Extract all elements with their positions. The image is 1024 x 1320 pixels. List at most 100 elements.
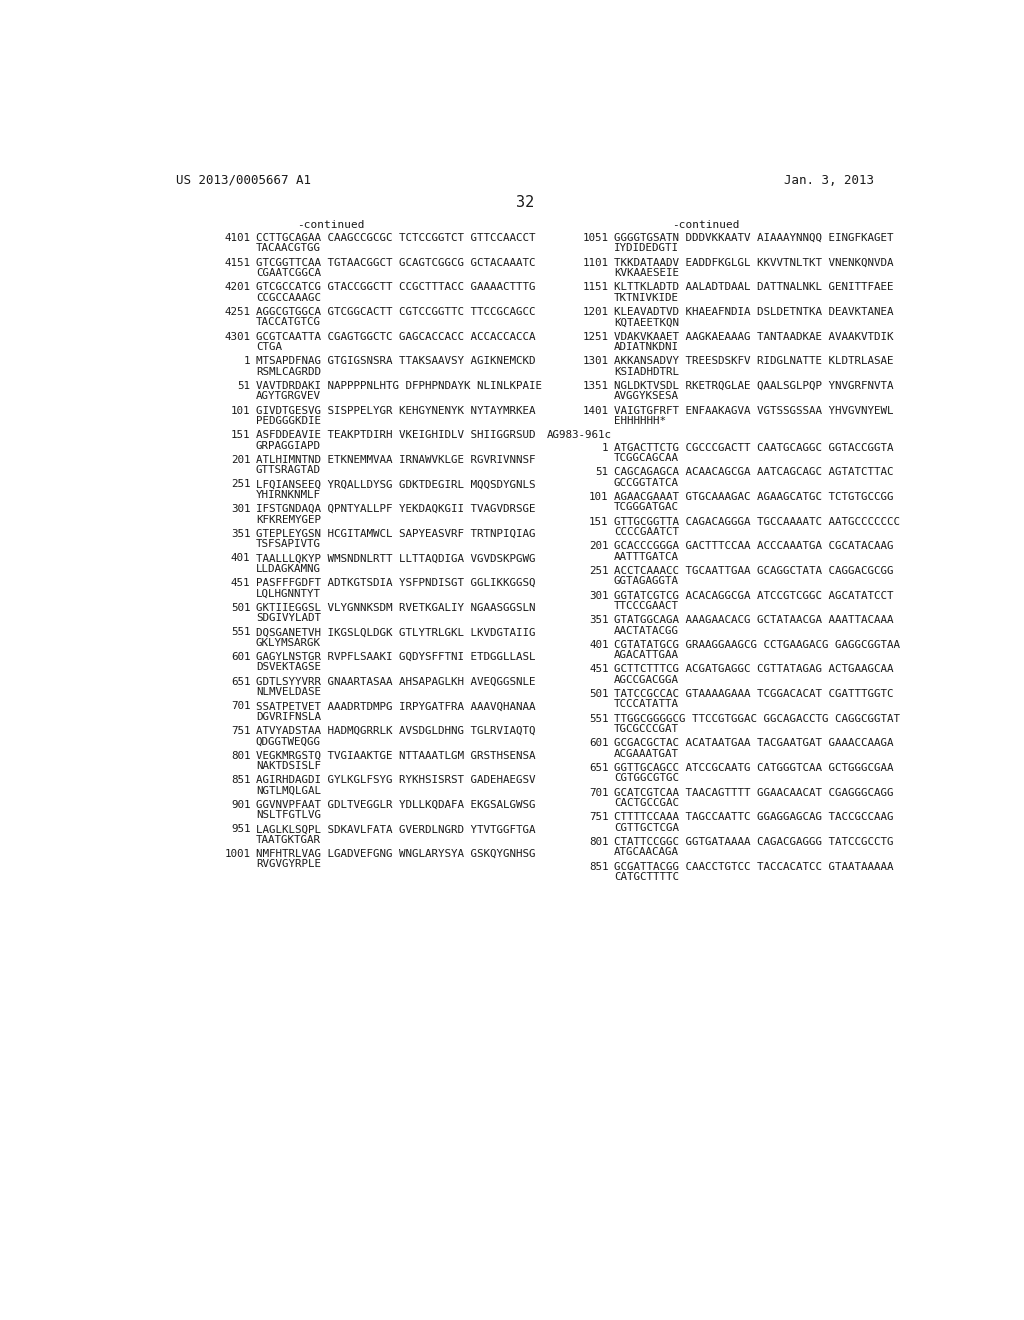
Text: 851: 851: [589, 862, 608, 871]
Text: 751: 751: [231, 726, 251, 735]
Text: 1: 1: [244, 356, 251, 366]
Text: NAKTDSISLF: NAKTDSISLF: [256, 760, 321, 771]
Text: GKLYMSARGK: GKLYMSARGK: [256, 638, 321, 648]
Text: LFQIANSEEQ YRQALLDYSG GDKTDEGIRL MQQSDYGNLS: LFQIANSEEQ YRQALLDYSG GDKTDEGIRL MQQSDYG…: [256, 479, 536, 490]
Text: ATGACTTCTG CGCCCGACTT CAATGCAGGC GGTACCGGTA: ATGACTTCTG CGCCCGACTT CAATGCAGGC GGTACCG…: [614, 442, 893, 453]
Text: 251: 251: [231, 479, 251, 490]
Text: 1101: 1101: [583, 257, 608, 268]
Text: GIVDTGESVG SISPPELYGR KEHGYNENYK NYTAYMRKEA: GIVDTGESVG SISPPELYGR KEHGYNENYK NYTAYMR…: [256, 405, 536, 416]
Text: 701: 701: [589, 788, 608, 797]
Text: NMFHTRLVAG LGADVEFGNG WNGLARYSYA GSKQYGNHSG: NMFHTRLVAG LGADVEFGNG WNGLARYSYA GSKQYGN…: [256, 849, 536, 859]
Text: RVGVGYRPLE: RVGVGYRPLE: [256, 859, 321, 870]
Text: TGCGCCCGAT: TGCGCCCGAT: [614, 725, 679, 734]
Text: QDGGTWEQGG: QDGGTWEQGG: [256, 737, 321, 746]
Text: LQLHGNNTYT: LQLHGNNTYT: [256, 589, 321, 598]
Text: 901: 901: [231, 800, 251, 809]
Text: DQSGANETVH IKGSLQLDGK GTLYTRLGKL LKVDGTAIIG: DQSGANETVH IKGSLQLDGK GTLYTRLGKL LKVDGTA…: [256, 627, 536, 638]
Text: CGTTGCTCGA: CGTTGCTCGA: [614, 822, 679, 833]
Text: KQTAEETKQN: KQTAEETKQN: [614, 317, 679, 327]
Text: TATCCGCCAC GTAAAAGAAA TCGGACACAT CGATTTGGTC: TATCCGCCAC GTAAAAGAAA TCGGACACAT CGATTTG…: [614, 689, 893, 700]
Text: 651: 651: [231, 677, 251, 686]
Text: -continued: -continued: [297, 220, 365, 230]
Text: TAATGKTGAR: TAATGKTGAR: [256, 834, 321, 845]
Text: NGLDKTVSDL RKETRQGLAE QAALSGLPQP YNVGRFNVTA: NGLDKTVSDL RKETRQGLAE QAALSGLPQP YNVGRFN…: [614, 381, 893, 391]
Text: IYDIDEDGTI: IYDIDEDGTI: [614, 243, 679, 253]
Text: 1301: 1301: [583, 356, 608, 366]
Text: GRPAGGIAPD: GRPAGGIAPD: [256, 441, 321, 450]
Text: 1201: 1201: [583, 308, 608, 317]
Text: GCGATTACGG CAACCTGTCC TACCACATCC GTAATAAAAA: GCGATTACGG CAACCTGTCC TACCACATCC GTAATAA…: [614, 862, 893, 871]
Text: TAALLLQKYP WMSNDNLRTT LLTTAQDIGA VGVDSKPGWG: TAALLLQKYP WMSNDNLRTT LLTTAQDIGA VGVDSKP…: [256, 553, 536, 564]
Text: EHHHHHH*: EHHHHHH*: [614, 416, 666, 426]
Text: VAIGTGFRFT ENFAAKAGVA VGTSSGSSAA YHVGVNYEWL: VAIGTGFRFT ENFAAKAGVA VGTSSGSSAA YHVGVNY…: [614, 405, 893, 416]
Text: GGTAGAGGTA: GGTAGAGGTA: [614, 577, 679, 586]
Text: GTTGCGGTTA CAGACAGGGA TGCCAAAATC AATGCCCCCCC: GTTGCGGTTA CAGACAGGGA TGCCAAAATC AATGCCC…: [614, 516, 900, 527]
Text: 201: 201: [589, 541, 608, 552]
Text: GCATCGTCAA TAACAGTTTT GGAACAACAT CGAGGGCAGG: GCATCGTCAA TAACAGTTTT GGAACAACAT CGAGGGC…: [614, 788, 893, 797]
Text: 4101: 4101: [224, 234, 251, 243]
Text: GCTTCTTTCG ACGATGAGGC CGTTATAGAG ACTGAAGCAA: GCTTCTTTCG ACGATGAGGC CGTTATAGAG ACTGAAG…: [614, 664, 893, 675]
Text: 801: 801: [231, 751, 251, 760]
Text: NSLTFGTLVG: NSLTFGTLVG: [256, 810, 321, 820]
Text: 401: 401: [589, 640, 608, 649]
Text: AKKANSADVY TREESDSKFV RIDGLNATTE KLDTRLASAE: AKKANSADVY TREESDSKFV RIDGLNATTE KLDTRLA…: [614, 356, 893, 366]
Text: CACTGCCGAC: CACTGCCGAC: [614, 799, 679, 808]
Text: 551: 551: [589, 714, 608, 723]
Text: -continued: -continued: [672, 220, 739, 230]
Text: NGTLMQLGAL: NGTLMQLGAL: [256, 785, 321, 796]
Text: 301: 301: [231, 504, 251, 513]
Text: PASFFFGDFT ADTKGTSDIA YSFPNDISGT GGLIKKGGSQ: PASFFFGDFT ADTKGTSDIA YSFPNDISGT GGLIKKG…: [256, 578, 536, 587]
Text: KVKAAESEIE: KVKAAESEIE: [614, 268, 679, 279]
Text: 701: 701: [231, 701, 251, 711]
Text: 4251: 4251: [224, 308, 251, 317]
Text: VEGKMRGSTQ TVGIAAKTGE NTTAAATLGM GRSTHSENSA: VEGKMRGSTQ TVGIAAKTGE NTTAAATLGM GRSTHSE…: [256, 751, 536, 760]
Text: 451: 451: [589, 664, 608, 675]
Text: ATVYADSTAA HADMQGRRLK AVSDGLDHNG TGLRVIAQTQ: ATVYADSTAA HADMQGRRLK AVSDGLDHNG TGLRVIA…: [256, 726, 536, 735]
Text: GDTLSYYVRR GNAARTASAA AHSAPAGLKH AVEQGGSNLE: GDTLSYYVRR GNAARTASAA AHSAPAGLKH AVEQGGS…: [256, 677, 536, 686]
Text: GCGACGCTAC ACATAATGAA TACGAATGAT GAAACCAAGA: GCGACGCTAC ACATAATGAA TACGAATGAT GAAACCA…: [614, 738, 893, 748]
Text: CTGA: CTGA: [256, 342, 282, 352]
Text: 1051: 1051: [583, 234, 608, 243]
Text: MTSAPDFNAG GTGIGSNSRA TTAKSAAVSY AGIKNEMCKD: MTSAPDFNAG GTGIGSNSRA TTAKSAAVSY AGIKNEM…: [256, 356, 536, 366]
Text: CCCCGAATCT: CCCCGAATCT: [614, 527, 679, 537]
Text: 151: 151: [231, 430, 251, 440]
Text: DGVRIFNSLA: DGVRIFNSLA: [256, 711, 321, 722]
Text: 751: 751: [589, 812, 608, 822]
Text: LLDAGKAMNG: LLDAGKAMNG: [256, 564, 321, 574]
Text: PEDGGGKDIE: PEDGGGKDIE: [256, 416, 321, 426]
Text: AGIRHDAGDI GYLKGLFSYG RYKHSISRST GADEHAEGSV: AGIRHDAGDI GYLKGLFSYG RYKHSISRST GADEHAE…: [256, 775, 536, 785]
Text: GTTSRAGTAD: GTTSRAGTAD: [256, 465, 321, 475]
Text: CATGCTTTТC: CATGCTTTТC: [614, 873, 679, 882]
Text: ADIATNKDNI: ADIATNKDNI: [614, 342, 679, 352]
Text: 251: 251: [589, 566, 608, 576]
Text: 401: 401: [231, 553, 251, 564]
Text: AGGCGTGGCA GTCGGCACTT CGTCCGGTTC TTCCGCAGCC: AGGCGTGGCA GTCGGCACTT CGTCCGGTTC TTCCGCA…: [256, 308, 536, 317]
Text: CGAATCGGCA: CGAATCGGCA: [256, 268, 321, 279]
Text: ATLHIMNTND ETKNEMMVAA IRNAWVKLGE RGVRIVNNSF: ATLHIMNTND ETKNEMMVAA IRNAWVKLGE RGVRIVN…: [256, 455, 536, 465]
Text: SSATPETVET AAADRTDMPG IRPYGATFRA AAAVQHANAA: SSATPETVET AAADRTDMPG IRPYGATFRA AAAVQHA…: [256, 701, 536, 711]
Text: 951: 951: [231, 825, 251, 834]
Text: TACCATGTCG: TACCATGTCG: [256, 317, 321, 327]
Text: GAGYLNSTGR RVPFLSAAKI GQDYSFFTNI ETDGGLLASL: GAGYLNSTGR RVPFLSAAKI GQDYSFFTNI ETDGGLL…: [256, 652, 536, 661]
Text: ACCTCAAACC TGCAATTGAA GCAGGCTATA CAGGACGCGG: ACCTCAAACC TGCAATTGAA GCAGGCTATA CAGGACG…: [614, 566, 893, 576]
Text: TTGGCGGGGCG TTCCGTGGAC GGCAGACCTG CAGGCGGTAT: TTGGCGGGGCG TTCCGTGGAC GGCAGACCTG CAGGCG…: [614, 714, 900, 723]
Text: CGTGGCGTGC: CGTGGCGTGC: [614, 774, 679, 783]
Text: DSVEKTAGSE: DSVEKTAGSE: [256, 663, 321, 672]
Text: GKTIIEGGSL VLYGNNKSDM RVETKGALIY NGAASGGSLN: GKTIIEGGSL VLYGNNKSDM RVETKGALIY NGAASGG…: [256, 603, 536, 612]
Text: GGTTGCAGCC ATCCGCAATG CATGGGTCAA GCTGGGCGAA: GGTTGCAGCC ATCCGCAATG CATGGGTCAA GCTGGGC…: [614, 763, 893, 774]
Text: AGAACGAAAT GTGCAAAGAC AGAAGCATGC TCTGTGCCGG: AGAACGAAAT GTGCAAAGAC AGAAGCATGC TCTGTGC…: [614, 492, 893, 502]
Text: TCGGCAGCAA: TCGGCAGCAA: [614, 453, 679, 463]
Text: ASFDDEAVIE TEAKPTDIRH VKEIGHIDLV SHIIGGRSUD: ASFDDEAVIE TEAKPTDIRH VKEIGHIDLV SHIIGGR…: [256, 430, 536, 440]
Text: KLEAVADTVD KHAEAFNDIA DSLDETNTKA DEAVKTANEA: KLEAVADTVD KHAEAFNDIA DSLDETNTKA DEAVKTA…: [614, 308, 893, 317]
Text: 801: 801: [589, 837, 608, 847]
Text: VDAKVKAAET AAGKAEAAAG TANTAADKAE AVAAKVTDIK: VDAKVKAAET AAGKAEAAAG TANTAADKAE AVAAKVT…: [614, 331, 893, 342]
Text: GTATGGCAGA AAAGAACACG GCTATAACGA AAATTACAAA: GTATGGCAGA AAAGAACACG GCTATAACGA AAATTAC…: [614, 615, 893, 626]
Text: 1401: 1401: [583, 405, 608, 416]
Text: 4151: 4151: [224, 257, 251, 268]
Text: TSFSAPIVTG: TSFSAPIVTG: [256, 539, 321, 549]
Text: GCGTCAATTA CGAGTGGCTC GAGCACCACC ACCACCACCA: GCGTCAATTA CGAGTGGCTC GAGCACCACC ACCACCA…: [256, 331, 536, 342]
Text: CCGCCAAAGC: CCGCCAAAGC: [256, 293, 321, 302]
Text: TCGGGATGAC: TCGGGATGAC: [614, 503, 679, 512]
Text: YHIRNKNMLF: YHIRNKNMLF: [256, 490, 321, 500]
Text: 32: 32: [516, 195, 534, 210]
